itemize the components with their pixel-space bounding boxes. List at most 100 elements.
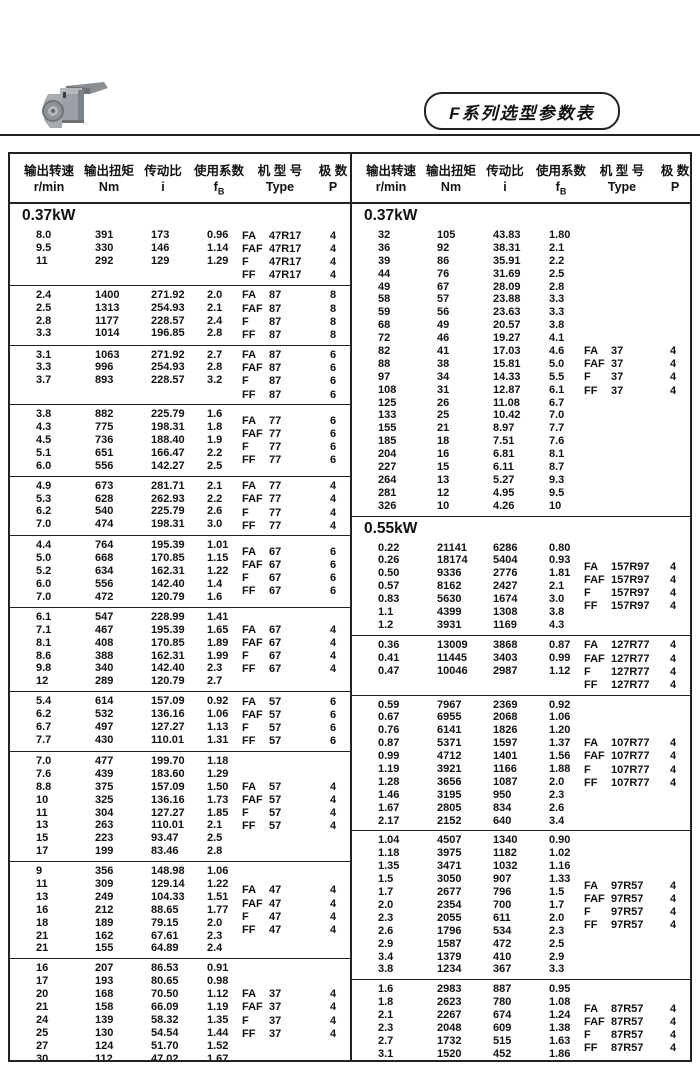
type-line: F 37 4 bbox=[242, 1014, 346, 1027]
type-list: FA 37 4 FAF 37 4 F 37 4 FF 37 4 bbox=[242, 962, 350, 1060]
service-factor-value: 1.24 bbox=[549, 1009, 571, 1022]
type-label: 77 bbox=[269, 506, 282, 519]
ratio-value: 142.27 bbox=[151, 459, 185, 472]
spec-row: 68 49 20.57 3.8 bbox=[378, 319, 584, 332]
service-factor-value: 6.7 bbox=[549, 396, 565, 409]
type-line: F 37 4 bbox=[584, 371, 686, 384]
service-factor-value: 1.29 bbox=[207, 254, 229, 267]
spec-row: 59 56 23.63 3.3 bbox=[378, 306, 584, 319]
torque-value: 3471 bbox=[437, 860, 462, 873]
ratio-value: 88.65 bbox=[151, 903, 179, 916]
ratio-value: 66.09 bbox=[151, 1001, 179, 1014]
type-label: 57 bbox=[269, 780, 282, 793]
ratio-value: 225.79 bbox=[151, 408, 185, 421]
speed-value: 21 bbox=[36, 929, 49, 942]
type-label: 47R17 bbox=[269, 255, 302, 268]
type-label: 127R77 bbox=[611, 652, 650, 665]
type-label: 87 bbox=[269, 362, 282, 375]
speed-value: 13 bbox=[36, 890, 49, 903]
type-prefix: FA bbox=[242, 780, 257, 793]
type-label: 67 bbox=[269, 545, 282, 558]
speed-value: 68 bbox=[378, 319, 391, 332]
spec-row: 27 124 51.70 1.52 bbox=[36, 1040, 242, 1053]
spec-row: 1.28 3656 1087 2.0 bbox=[378, 776, 584, 789]
service-factor-value: 2.4 bbox=[207, 314, 223, 327]
service-factor-value: 1.12 bbox=[207, 988, 229, 1001]
spec-row: 8.1 408 170.85 1.89 bbox=[36, 637, 242, 650]
torque-value: 26 bbox=[437, 396, 450, 409]
ratio-value: 262.93 bbox=[151, 492, 185, 505]
type-line: FA 57 6 bbox=[242, 695, 346, 708]
spec-row: 3.7 893 228.57 3.2 bbox=[36, 374, 242, 387]
spec-row: 0.83 5630 1674 3.0 bbox=[378, 593, 584, 606]
type-line: F 77 6 bbox=[242, 440, 346, 453]
torque-value: 3931 bbox=[437, 618, 462, 631]
torque-value: 668 bbox=[95, 552, 114, 565]
speed-value: 1.67 bbox=[378, 801, 400, 814]
ratio-value: 157.09 bbox=[151, 695, 185, 708]
speed-value: 125 bbox=[378, 396, 397, 409]
ratio-value: 43.83 bbox=[493, 229, 521, 241]
torque-value: 38 bbox=[437, 357, 450, 370]
service-factor-value: 1.29 bbox=[207, 767, 229, 780]
spec-row: 7.7 430 110.01 1.31 bbox=[36, 734, 242, 747]
type-line: FAF 57 4 bbox=[242, 793, 346, 806]
column-header-cn-1: 输出扭矩 bbox=[425, 163, 476, 178]
column-header-en-4: Type bbox=[265, 179, 295, 194]
speed-value: 7.0 bbox=[36, 518, 52, 531]
power-heading: 0.37kW bbox=[364, 207, 418, 224]
ratio-value: 1166 bbox=[493, 763, 517, 776]
type-line: FA 67 6 bbox=[242, 545, 346, 558]
spec-row: 21 155 64.89 2.4 bbox=[36, 942, 242, 955]
spec-block: 7.0 477 199.70 1.18 7.6 439 183.60 1.29 8.8 375 15… bbox=[10, 751, 350, 861]
type-line: FAF 77 6 bbox=[242, 427, 346, 440]
service-factor-value: 1.85 bbox=[207, 806, 229, 819]
spec-row: 0.47 10046 2987 1.12 bbox=[378, 665, 584, 678]
torque-value: 614 bbox=[95, 695, 114, 708]
ratio-value: 80.65 bbox=[151, 975, 179, 988]
service-factor-value: 0.92 bbox=[207, 695, 229, 708]
torque-value: 57 bbox=[437, 293, 450, 306]
type-label: 77 bbox=[269, 454, 282, 467]
torque-value: 199 bbox=[95, 845, 114, 858]
type-prefix: FA bbox=[242, 229, 257, 242]
speed-value: 2.8 bbox=[36, 314, 52, 327]
type-prefix: FF bbox=[584, 600, 598, 613]
service-factor-value: 1.56 bbox=[549, 750, 571, 763]
service-factor-value: 1.86 bbox=[549, 1047, 571, 1060]
poles-value: 6 bbox=[329, 735, 337, 748]
spec-rows: 0.36 13009 3868 0.87 0.41 11445 3403 0.99 0.47 10… bbox=[352, 639, 584, 692]
torque-value: 13009 bbox=[437, 638, 468, 651]
speed-value: 1.19 bbox=[378, 763, 400, 776]
torque-value: 207 bbox=[95, 962, 114, 975]
spec-row: 1.8 2623 780 1.08 bbox=[378, 996, 584, 1009]
service-factor-value: 2.8 bbox=[207, 327, 223, 340]
service-factor-value: 4.1 bbox=[549, 332, 565, 345]
type-label: 107R77 bbox=[611, 737, 650, 750]
torque-value: 893 bbox=[95, 374, 114, 387]
spec-rows: 0.22 21141 6286 0.80 0.26 18174 5404 0.93 0.50 93… bbox=[352, 542, 584, 632]
service-factor-value: 2.1 bbox=[207, 479, 223, 492]
spec-row: 20 168 70.50 1.12 bbox=[36, 988, 242, 1001]
spec-row: 49 67 28.09 2.8 bbox=[378, 281, 584, 294]
spec-row: 227 15 6.11 8.7 bbox=[378, 461, 584, 474]
ratio-value: 23.88 bbox=[493, 293, 521, 306]
speed-value: 20 bbox=[36, 988, 49, 1001]
speed-value: 0.50 bbox=[378, 567, 400, 580]
torque-value: 408 bbox=[95, 636, 114, 649]
torque-value: 16 bbox=[437, 448, 450, 461]
poles-value: 4 bbox=[669, 919, 677, 932]
service-factor-value: 2.4 bbox=[207, 942, 223, 955]
spec-row: 72 46 19.27 4.1 bbox=[378, 332, 584, 345]
ratio-value: 410 bbox=[493, 950, 512, 963]
spec-rows: 3.1 1063 271.92 2.7 3.3 996 254.93 2.8 3.7 893 228… bbox=[10, 349, 242, 402]
type-prefix: FAF bbox=[242, 636, 263, 649]
spec-row: 11 309 129.14 1.22 bbox=[36, 878, 242, 891]
speed-value: 133 bbox=[378, 409, 397, 422]
poles-value: 4 bbox=[669, 600, 677, 613]
type-prefix: FF bbox=[242, 924, 256, 937]
ratio-value: 14.33 bbox=[493, 370, 521, 383]
ratio-value: 142.40 bbox=[151, 578, 185, 591]
type-prefix: FF bbox=[242, 585, 256, 598]
torque-value: 7967 bbox=[437, 698, 462, 711]
